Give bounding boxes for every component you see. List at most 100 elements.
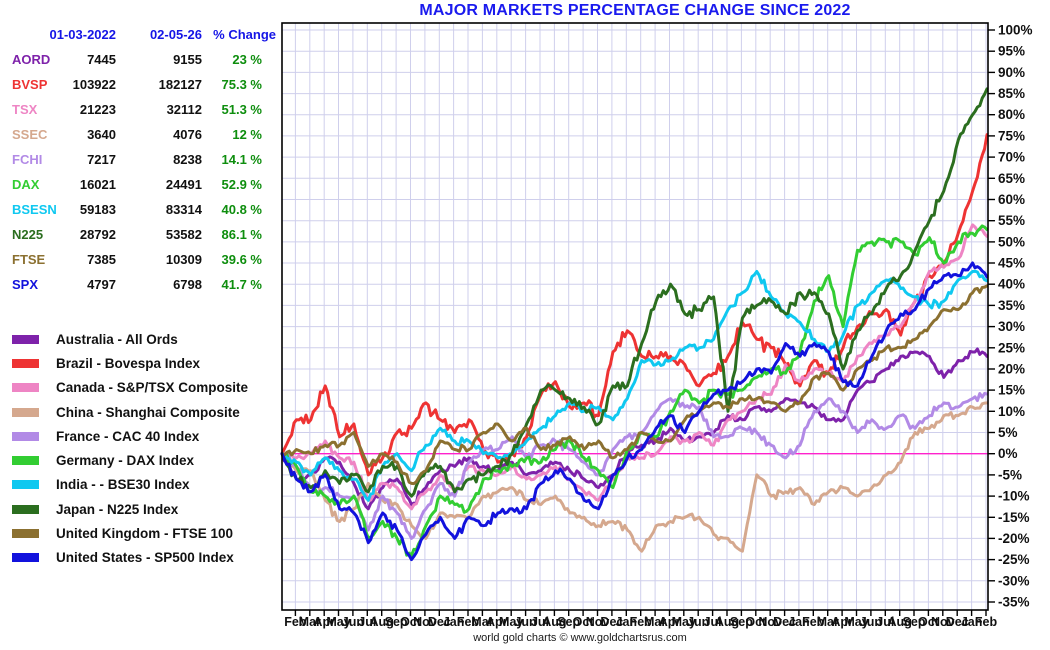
svg-text:Sep: Sep [557, 615, 580, 629]
svg-text:Jun: Jun [860, 615, 882, 629]
start-value: 103922 [72, 77, 116, 92]
svg-text:Aug: Aug [370, 615, 394, 629]
svg-text:90%: 90% [998, 65, 1025, 80]
series-spx [280, 261, 989, 562]
current-value: 24491 [165, 177, 202, 192]
start-value: 3640 [87, 127, 116, 142]
table-row: SSEC 3640 4076 12 % [4, 122, 280, 147]
symbol-aord: AORD [12, 52, 51, 67]
start-value: 7217 [87, 152, 116, 167]
svg-text:Mar: Mar [299, 615, 321, 629]
legend-label: Japan - N225 Index [56, 501, 179, 517]
legend-item-australia: Australia - All Ords [12, 327, 248, 351]
legend-swatch [12, 334, 39, 344]
legend-swatch [12, 456, 39, 466]
svg-text:Sep: Sep [385, 615, 408, 629]
symbol-bsesn: BSESN [12, 202, 57, 217]
pct-change: 39.6 % [221, 252, 262, 267]
legend-label: United Kingdom - FTSE 100 [56, 526, 234, 542]
svg-text:Mar: Mar [817, 615, 839, 629]
legend-label: United States - SP500 Index [56, 550, 234, 566]
current-value: 8238 [173, 152, 202, 167]
current-value: 10309 [165, 252, 202, 267]
current-value: 83314 [165, 202, 202, 217]
svg-text:35%: 35% [998, 298, 1025, 313]
series-bvsp [280, 133, 989, 477]
svg-text:95%: 95% [998, 44, 1025, 59]
svg-text:-30%: -30% [998, 573, 1030, 588]
pct-change: 23 % [232, 52, 262, 67]
legend-item-brazil: Brazil - Bovespa Index [12, 351, 248, 375]
svg-text:Jan: Jan [616, 615, 638, 629]
plot-border [281, 22, 989, 611]
legend-item-uk: United Kingdom - FTSE 100 [12, 521, 248, 545]
svg-text:Nov: Nov [413, 615, 437, 629]
svg-text:Jul: Jul [876, 615, 894, 629]
svg-text:70%: 70% [998, 150, 1025, 165]
legend-swatch [12, 480, 39, 490]
svg-text:Feb: Feb [284, 615, 307, 629]
svg-text:60%: 60% [998, 192, 1025, 207]
svg-text:Feb: Feb [802, 615, 825, 629]
svg-text:45%: 45% [998, 256, 1025, 271]
current-value: 4076 [173, 127, 202, 142]
svg-text:Aug: Aug [888, 615, 912, 629]
start-value: 16021 [79, 177, 116, 192]
stats-table-header: 01-03-2022 02-05-26 % Change [4, 22, 280, 47]
legend-swatch [12, 431, 39, 441]
symbol-fchi: FCHI [12, 152, 43, 167]
legend-label: Australia - All Ords [56, 331, 178, 347]
svg-text:Jul: Jul [531, 615, 549, 629]
table-row: TSX 21223 32112 51.3 % [4, 97, 280, 122]
svg-text:15%: 15% [998, 383, 1025, 398]
svg-text:Sep: Sep [903, 615, 926, 629]
legend-swatch [12, 358, 39, 368]
chart-legend: Australia - All Ords Brazil - Bovespa In… [12, 327, 248, 570]
legend-item-germany: Germany - DAX Index [12, 448, 248, 472]
current-value: 6798 [173, 277, 202, 292]
symbol-bvsp: BVSP [12, 77, 48, 92]
start-value: 21223 [79, 102, 116, 117]
pct-change: 40.8 % [221, 202, 262, 217]
copyright-footer: world gold charts © www.goldchartsrus.co… [473, 632, 687, 644]
y-axis-labels: 100% 95% 90% 85% 80% 75% 70% 65% 60% 55% 50% 45% 40%… [998, 23, 1033, 610]
svg-text:Oct: Oct [745, 615, 767, 629]
svg-text:Jan: Jan [788, 615, 810, 629]
stats-table: 01-03-2022 02-05-26 % Change AORD 7445 915… [4, 22, 280, 297]
svg-text:40%: 40% [998, 277, 1025, 292]
series-ssec [280, 401, 989, 553]
symbol-spx: SPX [12, 277, 39, 292]
svg-text:-20%: -20% [998, 531, 1030, 546]
svg-text:Aug: Aug [715, 615, 739, 629]
svg-text:Jul: Jul [704, 615, 722, 629]
svg-text:Feb: Feb [457, 615, 480, 629]
svg-text:Jun: Jun [687, 615, 709, 629]
svg-text:Mar: Mar [644, 615, 666, 629]
start-value: 28792 [79, 227, 116, 242]
svg-text:100%: 100% [998, 23, 1033, 38]
svg-text:Feb: Feb [975, 615, 998, 629]
x-axis-labels: FebMarAprMayJunJulAugSepOctNovDecJanFebM… [284, 615, 997, 629]
legend-item-china: China - Shanghai Composite [12, 400, 248, 424]
legend-item-canada: Canada - S&P/TSX Composite [12, 376, 248, 400]
table-row: FTSE 7385 10309 39.6 % [4, 247, 280, 272]
svg-text:Nov: Nov [758, 615, 782, 629]
svg-text:85%: 85% [998, 86, 1025, 101]
svg-text:May: May [499, 615, 523, 629]
table-row: FCHI 7217 8238 14.1 % [4, 147, 280, 172]
legend-swatch [12, 553, 39, 563]
svg-text:30%: 30% [998, 319, 1025, 334]
legend-label: France - CAC 40 Index [56, 428, 200, 444]
legend-label: Brazil - Bovespa Index [56, 355, 201, 371]
svg-text:-10%: -10% [998, 489, 1030, 504]
legend-item-india: India - - BSE30 Index [12, 473, 248, 497]
legend-label: Germany - DAX Index [56, 453, 195, 469]
svg-text:Jun: Jun [514, 615, 536, 629]
svg-text:-25%: -25% [998, 552, 1030, 567]
table-row: N225 28792 53582 86.1 % [4, 222, 280, 247]
svg-text:65%: 65% [998, 171, 1025, 186]
legend-swatch [12, 407, 39, 417]
series-fchi [280, 391, 989, 540]
series-bsesn [280, 269, 989, 502]
